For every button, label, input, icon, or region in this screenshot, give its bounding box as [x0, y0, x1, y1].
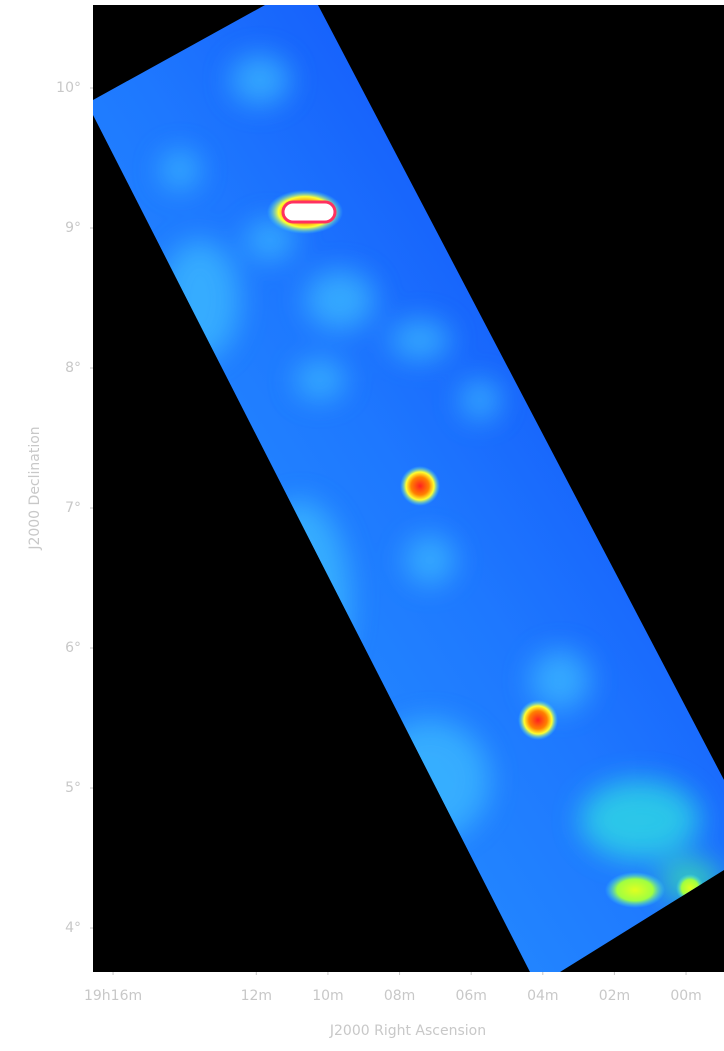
- y-tick-label: 10°: [56, 80, 81, 96]
- y-tick-label: 9°: [65, 220, 81, 236]
- x-tick-label: 12m: [241, 988, 272, 1004]
- x-tick-label: 10m: [312, 988, 343, 1004]
- x-tick-label: 08m: [384, 988, 415, 1004]
- y-tick-label: 4°: [65, 920, 81, 936]
- x-tick-label: 04m: [527, 988, 558, 1004]
- y-tick-label: 7°: [65, 500, 81, 516]
- x-axis-title: J2000 Right Ascension: [329, 1023, 486, 1039]
- y-tick-label: 8°: [65, 360, 81, 376]
- x-tick-label: 19h16m: [84, 988, 142, 1004]
- chart: J2000 Declination J2000 Right Ascension …: [0, 0, 724, 1051]
- y-tick-label: 6°: [65, 640, 81, 656]
- y-axis-title: J2000 Declination: [27, 426, 43, 550]
- x-tick-label: 06m: [455, 988, 486, 1004]
- y-tick-label: 5°: [65, 780, 81, 796]
- x-tick-label: 00m: [670, 988, 701, 1004]
- x-tick-label: 02m: [599, 988, 630, 1004]
